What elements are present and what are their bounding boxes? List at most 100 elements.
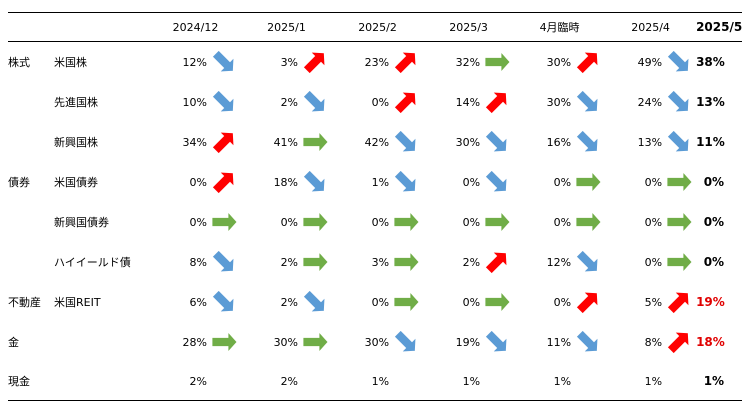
trend-arrow-down-icon: [480, 322, 514, 362]
allocation-value: 0%: [553, 215, 572, 229]
allocation-value: 6%: [189, 295, 207, 309]
category-label: 金: [8, 336, 19, 349]
trend-arrow-down-icon: [298, 282, 332, 322]
allocation-value: 0%: [371, 95, 390, 109]
trend-arrow-down-icon: [662, 122, 696, 162]
table-body: 株式 米国株 12% 3% 23% 32% 30% 49% 38% 先進国株 10% 2% 0% 14% 3…: [8, 42, 743, 401]
allocation-value: 19%: [696, 295, 725, 309]
category-label: 債券: [8, 176, 30, 189]
arrow-up-icon: [211, 171, 235, 195]
category-label: 現金: [8, 362, 54, 401]
allocation-value: 0%: [462, 175, 481, 189]
category-label: [8, 242, 54, 282]
trend-arrow-down-icon: [298, 82, 332, 122]
arrow-up-icon: [575, 291, 599, 315]
header-row: 2024/12 2025/1 2025/2 2025/3 4月臨時 2025/4…: [8, 12, 742, 42]
arrow-flat-icon: [575, 170, 602, 194]
arrow-flat-icon: [393, 290, 420, 314]
arrow-down-icon: [666, 129, 690, 153]
arrow-flat-icon: [666, 210, 693, 234]
trend-arrow-down-icon: [207, 282, 241, 322]
arrow-cell-empty: [480, 362, 515, 401]
allocation-value: 49%: [637, 55, 663, 69]
arrow-flat-icon: [666, 170, 693, 194]
allocation-value: 0%: [553, 295, 572, 309]
arrow-up-icon: [393, 51, 417, 75]
arrow-cell-empty: [298, 362, 333, 401]
allocation-value: 0%: [371, 295, 390, 309]
allocation-value: 34%: [182, 135, 207, 149]
allocation-value: 12%: [546, 255, 572, 269]
trend-arrow-down-icon: [571, 82, 605, 122]
asset-label: [54, 362, 150, 401]
trend-arrow-up-icon: [298, 42, 332, 83]
allocation-value: 0%: [703, 255, 725, 269]
allocation-value: 11%: [546, 335, 572, 349]
arrow-up-icon: [302, 51, 326, 75]
asset-label: 米国REIT: [54, 296, 101, 309]
header-category-blank: [8, 12, 54, 42]
arrow-up-icon: [484, 251, 508, 275]
arrow-up-icon: [575, 51, 599, 75]
trend-arrow-down-icon: [207, 82, 241, 122]
table-row: 不動産 米国REIT 6% 2% 0% 0% 0% 5% 19%: [8, 282, 742, 322]
trend-arrow-flat-icon: [480, 42, 514, 83]
allocation-value: 2%: [150, 362, 207, 401]
allocation-value: 0%: [553, 175, 572, 189]
column-header-2025-2: 2025/2: [332, 12, 424, 42]
trend-arrow-down-icon: [662, 42, 696, 83]
arrow-down-icon: [393, 169, 417, 193]
trend-arrow-up-icon: [662, 322, 696, 362]
arrow-down-icon: [575, 249, 599, 273]
category-label: [8, 202, 54, 242]
trend-arrow-flat-icon: [662, 202, 696, 242]
trend-arrow-flat-icon: [298, 322, 332, 362]
table-row: 新興国株 34% 41% 42% 30% 16% 13% 11%: [8, 122, 742, 162]
arrow-down-icon: [484, 169, 508, 193]
arrow-cell-empty: [662, 362, 697, 401]
allocation-table: 2024/12 2025/1 2025/2 2025/3 4月臨時 2025/4…: [8, 12, 742, 401]
category-label: [8, 82, 54, 122]
allocation-value: 18%: [273, 175, 299, 189]
allocation-value: 2%: [241, 362, 299, 401]
arrow-down-icon: [393, 129, 417, 153]
table-row: 先進国株 10% 2% 0% 14% 30% 24% 13%: [8, 82, 742, 122]
allocation-value: 0%: [462, 295, 481, 309]
trend-arrow-up-icon: [389, 42, 423, 83]
allocation-value: 24%: [637, 95, 663, 109]
allocation-value: 12%: [182, 55, 207, 69]
allocation-value: 0%: [703, 175, 725, 189]
asset-label: [54, 322, 150, 362]
trend-arrow-up-icon: [389, 82, 423, 122]
column-header-2025-3: 2025/3: [423, 12, 515, 42]
table-row: 債券 米国債券 0% 18% 1% 0% 0% 0% 0%: [8, 162, 742, 202]
allocation-value: 30%: [546, 55, 572, 69]
allocation-value: 2%: [280, 255, 299, 269]
arrow-cell-empty: [389, 362, 424, 401]
arrow-cell-empty: [571, 362, 606, 401]
allocation-value: 1%: [423, 362, 481, 401]
column-header-2025-4: 2025/4: [605, 12, 697, 42]
allocation-value: 3%: [371, 255, 390, 269]
allocation-value: 13%: [696, 95, 725, 109]
arrow-down-icon: [211, 289, 235, 313]
allocation-value: 11%: [696, 135, 725, 149]
table-row: 株式 米国株 12% 3% 23% 32% 30% 49% 38%: [8, 42, 742, 83]
asset-label: 新興国債券: [54, 216, 109, 229]
allocation-value: 42%: [364, 135, 390, 149]
table-row: 新興国債券 0% 0% 0% 0% 0% 0% 0%: [8, 202, 742, 242]
arrow-down-icon: [211, 249, 235, 273]
arrow-down-icon: [484, 329, 508, 353]
allocation-value: 8%: [644, 335, 663, 349]
allocation-value: 2%: [280, 295, 299, 309]
arrow-down-icon: [302, 289, 326, 313]
trend-arrow-up-icon: [207, 122, 241, 162]
allocation-value: 8%: [189, 255, 207, 269]
allocation-value: 10%: [182, 95, 207, 109]
trend-arrow-up-icon: [480, 242, 514, 282]
arrow-flat-icon: [484, 290, 511, 314]
asset-label: 先進国株: [54, 96, 98, 109]
table-row: 現金 2% 2% 1% 1% 1% 1% 1%: [8, 362, 743, 401]
arrow-up-icon: [666, 331, 690, 355]
